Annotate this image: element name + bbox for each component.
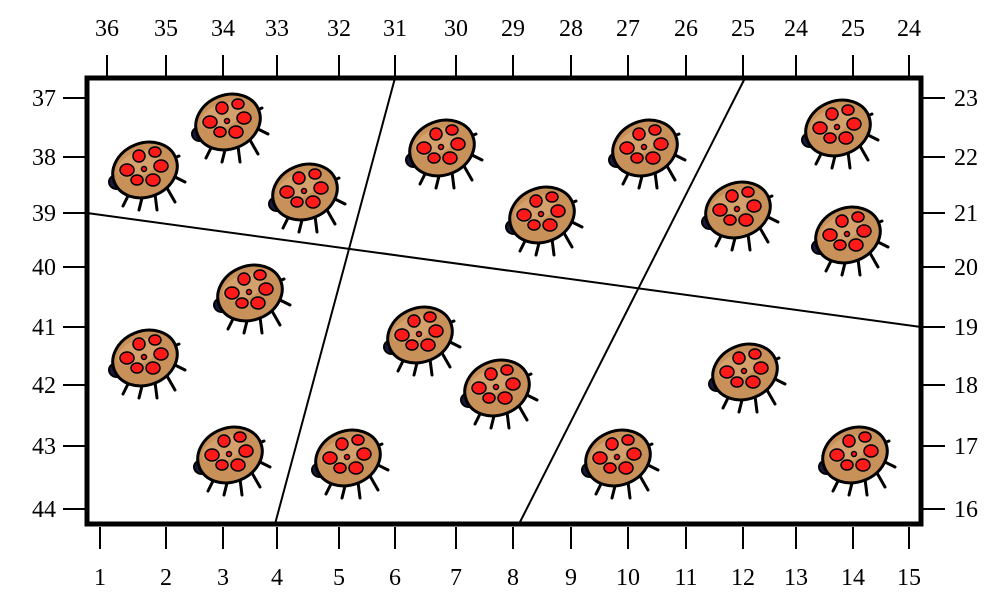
bottom-tick-label: 5: [333, 565, 345, 591]
right-tick-label: 22: [954, 145, 978, 171]
top-axis: 36 35 34 33 32 31 30 29 28 27 26 25 24 25 24: [95, 16, 921, 76]
bottom-tick-label: 12: [731, 565, 755, 591]
bottom-tick-label: 15: [897, 565, 921, 591]
bottom-axis: 1 2 3 4 5 6 7 8 9 10 11 12 13 14 15: [94, 527, 921, 591]
top-tick-label: 25: [731, 16, 755, 42]
division-lines: [86, 77, 922, 525]
top-tick-label: 27: [616, 16, 640, 42]
top-tick-label: 31: [383, 16, 407, 42]
right-tick-label: 16: [954, 497, 978, 523]
left-tick-label: 37: [32, 86, 56, 112]
top-tick-label: 33: [265, 16, 289, 42]
right-tick-label: 21: [954, 201, 978, 227]
divider-right: [518, 77, 746, 525]
top-tick-label: 30: [444, 16, 468, 42]
top-tick-label: 28: [559, 16, 583, 42]
divider-left: [274, 77, 396, 525]
right-tick-label: 18: [954, 373, 978, 399]
bottom-tick-label: 13: [784, 565, 808, 591]
top-tick-label: 25: [841, 16, 865, 42]
top-tick-label: 26: [674, 16, 698, 42]
left-tick-label: 40: [32, 255, 56, 281]
right-tick-label: 20: [954, 255, 978, 281]
right-tick-label: 17: [954, 434, 978, 460]
left-tick-label: 44: [32, 497, 56, 523]
top-tick-label: 35: [154, 16, 178, 42]
bottom-tick-label: 9: [565, 565, 577, 591]
bottom-tick-label: 11: [674, 565, 697, 591]
left-tick-label: 38: [32, 145, 56, 171]
horizontal-divider: [86, 212, 922, 328]
left-axis: 37 38 39 40 41 42 43 44: [32, 86, 85, 523]
right-axis: 23 22 21 20 19 18 17 16: [923, 86, 978, 523]
bottom-tick-label: 2: [160, 565, 172, 591]
bottom-tick-label: 3: [217, 565, 229, 591]
top-tick-label: 36: [95, 16, 119, 42]
bottom-tick-label: 8: [507, 565, 519, 591]
bottom-tick-label: 10: [616, 565, 640, 591]
bottom-tick-label: 14: [841, 565, 865, 591]
left-tick-label: 39: [32, 201, 56, 227]
top-tick-label: 24: [897, 16, 921, 42]
right-tick-label: 19: [954, 315, 978, 341]
right-tick-label: 23: [954, 86, 978, 112]
top-tick-label: 32: [327, 16, 351, 42]
top-tick-label: 29: [501, 16, 525, 42]
bottom-tick-label: 4: [271, 565, 283, 591]
bottom-tick-label: 6: [389, 565, 401, 591]
left-tick-label: 42: [32, 373, 56, 399]
top-tick-label: 34: [211, 16, 235, 42]
top-tick-label: 24: [784, 16, 808, 42]
left-tick-label: 43: [32, 434, 56, 460]
bottom-tick-label: 1: [94, 565, 106, 591]
bottom-tick-label: 7: [450, 565, 462, 591]
left-tick-label: 41: [32, 315, 56, 341]
